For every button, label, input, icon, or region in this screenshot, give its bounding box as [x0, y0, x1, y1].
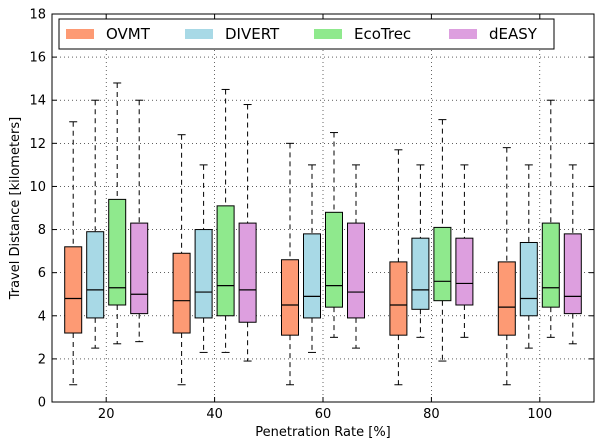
box: [64, 246, 83, 334]
boxes-layer: [64, 82, 582, 386]
box: [238, 222, 257, 323]
box: [194, 229, 213, 319]
box: [281, 259, 299, 336]
series-ecotrec: [108, 82, 560, 362]
box: [541, 222, 560, 308]
box: [325, 211, 343, 308]
box: [563, 233, 582, 315]
y-tick-label: 18: [29, 8, 46, 23]
box: [130, 222, 149, 315]
legend-entry-divert: DIVERT: [185, 25, 280, 43]
legend-label: OVMT: [106, 25, 151, 43]
legend-swatch: [314, 29, 342, 39]
series-divert: [86, 99, 538, 353]
box: [519, 241, 538, 317]
box: [303, 233, 321, 319]
legend-entry-ovmt: OVMT: [66, 25, 151, 43]
legend-swatch: [185, 29, 213, 39]
legend-swatch: [449, 29, 477, 39]
x-tick-label: 40: [206, 407, 223, 422]
y-axis-label: Travel Distance [kilometers]: [8, 117, 23, 300]
box: [455, 237, 474, 306]
box: [108, 198, 127, 306]
legend-label: DIVERT: [225, 25, 280, 43]
box: [497, 261, 516, 336]
y-tick-label: 2: [38, 352, 46, 367]
box: [389, 261, 408, 336]
y-tick-label: 10: [29, 180, 46, 195]
axis-ticks: 0 2 4 6 8 10 12 14 16 18 20 40 60 80 100: [29, 8, 594, 422]
grid-lines: [52, 14, 594, 402]
legend-entry-deasy: dEASY: [449, 25, 538, 43]
legend: OVMT DIVERT EcoTrec dEASY: [58, 18, 555, 50]
x-axis-label: Penetration Rate [%]: [255, 425, 391, 440]
y-tick-label: 16: [29, 51, 46, 66]
x-tick-label: 60: [315, 407, 332, 422]
box: [86, 231, 105, 319]
y-tick-label: 0: [38, 396, 46, 411]
y-tick-label: 14: [29, 94, 46, 109]
series-ovmt: [64, 121, 516, 386]
legend-label: dEASY: [489, 25, 538, 43]
x-tick-label: 80: [423, 407, 440, 422]
legend-entry-ecotrec: EcoTrec: [314, 25, 411, 43]
y-tick-label: 6: [38, 266, 46, 281]
x-tick-label: 100: [527, 407, 552, 422]
box: [411, 237, 430, 310]
y-tick-label: 4: [38, 309, 46, 324]
box: [433, 226, 452, 302]
series-deasy: [130, 99, 582, 362]
box: [172, 252, 191, 334]
box: [216, 205, 235, 317]
box: [347, 222, 365, 319]
legend-label: EcoTrec: [354, 25, 411, 43]
y-tick-label: 8: [38, 223, 46, 238]
x-tick-label: 20: [98, 407, 115, 422]
legend-swatch: [66, 29, 94, 39]
y-tick-label: 12: [29, 137, 46, 152]
